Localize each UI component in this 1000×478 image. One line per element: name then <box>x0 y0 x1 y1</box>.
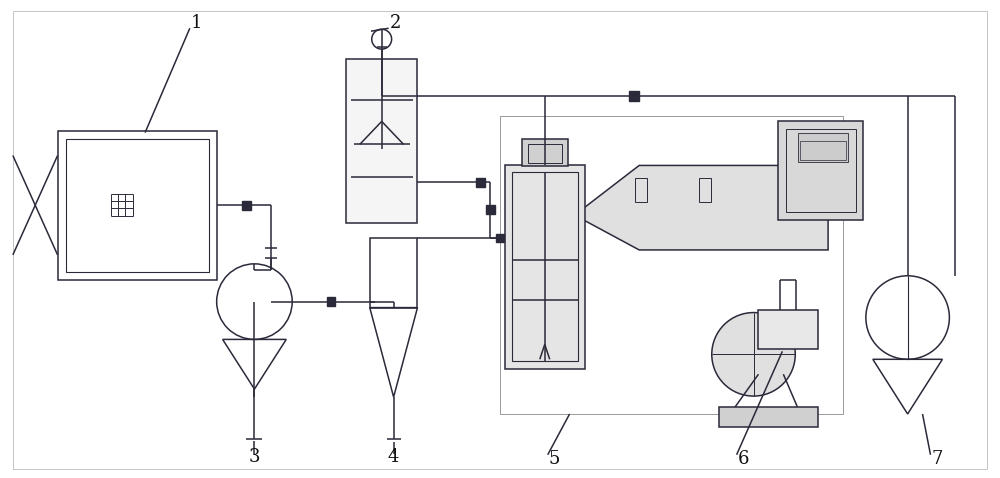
Text: 4: 4 <box>388 448 399 466</box>
Bar <box>798 132 848 163</box>
Polygon shape <box>575 165 828 250</box>
Bar <box>505 165 585 369</box>
Bar <box>496 234 504 242</box>
Bar <box>800 141 846 161</box>
Text: 2: 2 <box>390 14 401 32</box>
Bar <box>522 139 568 166</box>
Bar <box>66 139 209 272</box>
Bar <box>786 129 856 212</box>
Bar <box>635 178 647 202</box>
Bar <box>719 407 818 427</box>
Bar <box>486 205 495 214</box>
Text: 5: 5 <box>549 450 560 467</box>
Bar <box>346 59 417 223</box>
Bar <box>699 178 711 202</box>
Text: 7: 7 <box>932 450 943 467</box>
Bar <box>629 91 639 101</box>
Text: 1: 1 <box>191 14 203 32</box>
Bar <box>242 201 251 210</box>
Bar <box>528 143 562 163</box>
Bar <box>476 178 485 186</box>
Text: 6: 6 <box>738 450 749 467</box>
Text: 3: 3 <box>249 448 260 466</box>
Circle shape <box>712 313 795 396</box>
Bar <box>500 116 843 414</box>
Bar <box>58 130 217 280</box>
Bar <box>512 173 578 361</box>
Bar <box>778 120 863 220</box>
Bar <box>327 297 335 306</box>
Bar <box>370 238 417 308</box>
Bar <box>758 310 818 349</box>
